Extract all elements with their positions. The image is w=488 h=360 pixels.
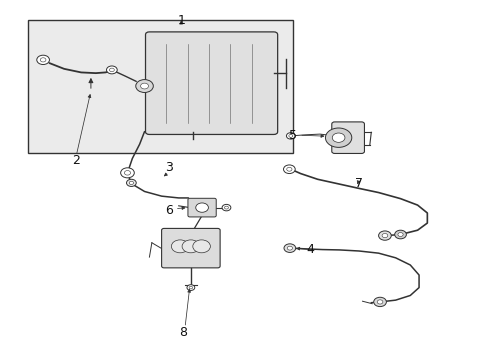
Text: 1: 1 — [177, 14, 184, 27]
Circle shape — [141, 83, 148, 89]
FancyBboxPatch shape — [145, 32, 277, 134]
Circle shape — [136, 80, 153, 93]
Circle shape — [186, 285, 194, 291]
Circle shape — [40, 58, 46, 62]
Text: 5: 5 — [289, 129, 297, 142]
Text: 8: 8 — [179, 326, 187, 339]
Text: 4: 4 — [306, 243, 314, 256]
Circle shape — [192, 240, 210, 253]
Circle shape — [182, 240, 199, 253]
Circle shape — [394, 230, 406, 239]
FancyBboxPatch shape — [187, 198, 216, 217]
Circle shape — [109, 68, 114, 72]
Circle shape — [286, 246, 292, 250]
Text: 6: 6 — [164, 204, 172, 217]
FancyBboxPatch shape — [331, 122, 364, 153]
Circle shape — [222, 204, 230, 211]
Text: 2: 2 — [72, 154, 80, 167]
Text: 7: 7 — [354, 177, 363, 190]
Circle shape — [124, 171, 130, 175]
Circle shape — [284, 244, 295, 252]
Circle shape — [373, 297, 386, 307]
Circle shape — [106, 66, 117, 74]
Circle shape — [325, 128, 351, 147]
Circle shape — [171, 240, 188, 253]
Circle shape — [129, 181, 133, 184]
Circle shape — [126, 179, 136, 186]
Circle shape — [331, 133, 344, 142]
Text: 3: 3 — [164, 161, 172, 174]
Circle shape — [121, 168, 134, 178]
Circle shape — [288, 134, 292, 138]
Circle shape — [37, 55, 49, 64]
Circle shape — [195, 203, 208, 212]
Circle shape — [286, 167, 291, 171]
Circle shape — [286, 133, 295, 139]
Circle shape — [283, 165, 295, 174]
Circle shape — [224, 206, 228, 209]
Circle shape — [397, 233, 402, 237]
Circle shape — [378, 231, 390, 240]
Circle shape — [189, 286, 192, 289]
Circle shape — [376, 300, 382, 304]
Bar — [27, 21, 293, 153]
Circle shape — [381, 234, 387, 238]
FancyBboxPatch shape — [161, 228, 220, 268]
